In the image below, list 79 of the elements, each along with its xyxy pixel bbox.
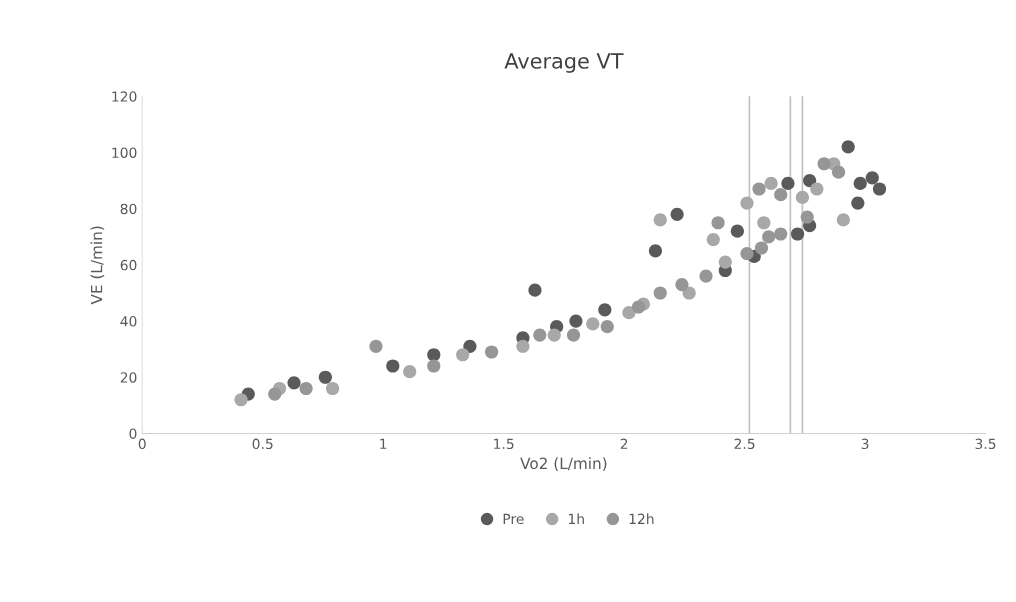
x-tick-label: 2.5: [734, 438, 755, 450]
point: [757, 216, 771, 230]
point: [318, 370, 332, 384]
point: [547, 328, 561, 342]
point: [740, 196, 754, 210]
x-tick-label: 1: [380, 438, 387, 449]
point: [800, 210, 814, 224]
legend-label: 12h: [629, 513, 654, 524]
point: [791, 227, 805, 241]
point: [600, 320, 614, 334]
point: [386, 359, 400, 373]
point: [795, 190, 809, 205]
point: [325, 381, 340, 396]
point: [516, 339, 530, 353]
x-tick-label: 0: [138, 438, 146, 450]
point: [566, 328, 581, 342]
point: [803, 174, 817, 188]
point: [831, 165, 846, 179]
point: [622, 306, 636, 320]
point: [810, 182, 824, 196]
point: [569, 314, 583, 328]
y-axis-title: VE (L/min): [90, 226, 105, 305]
point: [234, 393, 248, 407]
point: [764, 176, 778, 190]
y-tick-label: 0: [129, 428, 137, 439]
point: [836, 213, 850, 227]
point: [730, 224, 744, 238]
x-tick-label: 2: [620, 438, 628, 449]
y-tick-label: 60: [120, 259, 137, 271]
point: [754, 241, 769, 255]
point: [485, 345, 499, 359]
point: [369, 339, 383, 353]
x-tick-label: 1.5: [494, 438, 514, 450]
point: [841, 140, 855, 154]
y-tick-label: 20: [120, 372, 137, 383]
x-axis-title: Vo2 (L/min): [520, 457, 607, 471]
y-tick-label: 80: [120, 203, 137, 215]
point: [287, 376, 301, 390]
point: [299, 381, 313, 396]
x-tick-label: 3: [861, 438, 869, 450]
y-tick-label: 120: [112, 91, 137, 102]
point: [851, 196, 865, 210]
point: [456, 348, 470, 362]
point: [752, 182, 766, 196]
y-tick-label: 40: [120, 316, 137, 327]
point: [268, 387, 282, 401]
y-tick-label: 100: [112, 147, 137, 158]
point: [781, 176, 795, 190]
x-tick-label: 0.5: [252, 438, 273, 450]
point: [675, 277, 689, 292]
point: [774, 227, 788, 241]
point: [872, 182, 887, 196]
point: [774, 188, 788, 202]
point: [670, 207, 684, 221]
point: [427, 348, 441, 362]
point: [653, 213, 667, 227]
point: [403, 365, 417, 379]
point: [528, 283, 542, 297]
point: [631, 300, 646, 314]
point: [598, 303, 612, 317]
point: [463, 339, 477, 353]
point: [817, 157, 831, 171]
point: [711, 216, 725, 230]
point: [718, 255, 732, 269]
point: [699, 269, 713, 283]
point: [762, 230, 776, 244]
point: [853, 176, 867, 190]
point: [648, 244, 663, 258]
x-tick-label: 3.5: [975, 438, 996, 450]
chart-title: Average VT: [504, 53, 624, 73]
point: [865, 171, 879, 185]
point: [586, 317, 600, 331]
legend-label: Pre: [503, 513, 524, 525]
point: [427, 359, 441, 373]
legend-label: 1h: [568, 513, 584, 524]
point: [533, 328, 547, 342]
point: [706, 233, 720, 247]
point: [740, 247, 754, 261]
point: [653, 286, 667, 300]
